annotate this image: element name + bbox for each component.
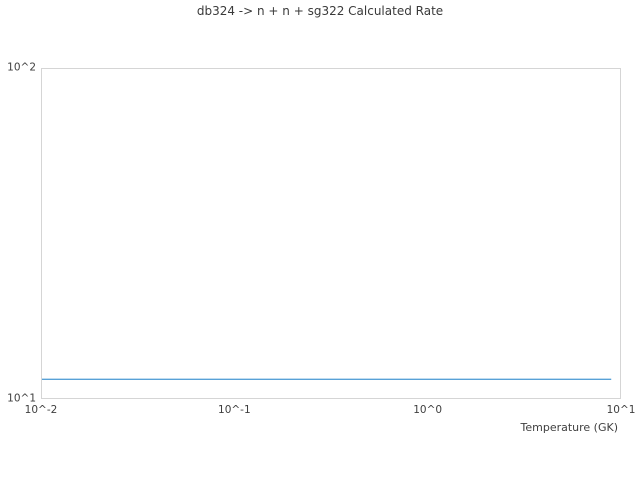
x-tick-label: 10^0	[413, 404, 443, 416]
chart-title: db324 -> n + n + sg322 Calculated Rate	[196, 4, 444, 18]
plot-area	[41, 68, 621, 399]
x-tick-label: 10^-1	[218, 404, 251, 416]
rate-line-series	[42, 378, 612, 381]
y-tick-label: 10^2	[7, 61, 36, 74]
x-tick-label: 10^1	[606, 404, 636, 416]
x-tick-label: 10^-2	[24, 404, 58, 416]
y-tick-label: 10^1	[7, 392, 36, 405]
x-axis-label: Temperature (GK)	[520, 421, 619, 434]
